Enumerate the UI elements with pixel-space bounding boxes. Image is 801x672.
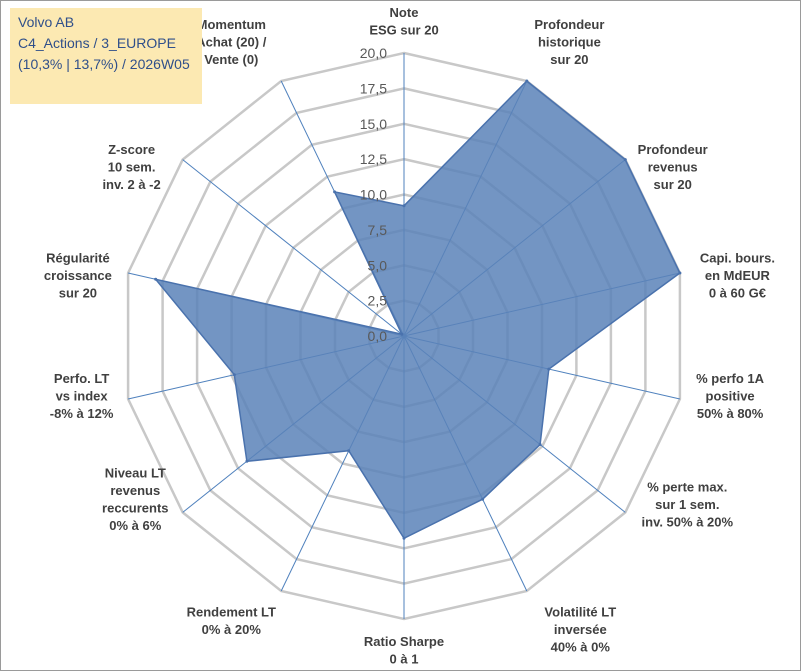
axis-label-line: 40% à 0% [551, 640, 611, 655]
axis-label: Profondeur revenus sur 20 [638, 142, 708, 192]
axis-label-line: sur 1 sem. [655, 497, 719, 512]
axis-label-line: Régularité [46, 251, 110, 266]
axis-label-line: revenus [110, 483, 160, 498]
company-name: Volvo AB [18, 14, 75, 30]
data-point [678, 271, 682, 275]
axis-label-line: vs index [56, 389, 109, 404]
axis-label: % perte max. sur 1 sem. inv. 50% à 20% [642, 480, 734, 530]
axis-label: Z-score 10 sem. inv. 2 à -2 [102, 142, 160, 192]
data-point [400, 332, 404, 336]
axis-label-line: 50% à 80% [697, 406, 764, 421]
axis-label-line: Ratio Sharpe [364, 634, 444, 649]
axis-label-line: inv. 2 à -2 [102, 177, 160, 192]
tick-label: 15,0 [360, 116, 387, 132]
data-point [333, 190, 337, 194]
axis-spoke [182, 159, 405, 337]
axis-label: Ratio Sharpe 0 à 1 [364, 634, 444, 667]
details-label: (10,3% | 13,7%) / 2026W05 [18, 56, 190, 72]
axis-label-line: Achat (20) / [196, 34, 266, 49]
axis-label-line: Profondeur [534, 17, 604, 32]
data-point [245, 459, 249, 463]
axis-label-line: % perfo 1A [696, 371, 765, 386]
tick-label: 10,0 [360, 187, 387, 203]
axis-label-line: 0 à 60 G€ [709, 286, 766, 301]
axis-label: Momentum Achat (20) / Vente (0) [196, 17, 266, 67]
axis-label-line: ESG sur 20 [369, 23, 438, 38]
title-box: Volvo AB C4_Actions / 3_EUROPE (10,3% | … [10, 8, 202, 104]
tick-label: 12,5 [360, 151, 387, 167]
axis-label-line: 0% à 20% [202, 622, 262, 637]
axis-label-line: en MdEUR [705, 268, 771, 283]
data-point [402, 536, 406, 540]
axis-label: % perfo 1A positive 50% à 80% [696, 371, 765, 421]
axis-label: Régularité croissance sur 20 [44, 251, 112, 301]
axis-label-line: Z-score [108, 142, 155, 157]
axis-label: Perfo. LT vs index -8% à 12% [50, 371, 114, 421]
data-area [153, 79, 681, 540]
data-point [547, 367, 551, 371]
tick-label: 7,5 [368, 222, 388, 238]
axis-label-line: Profondeur [638, 142, 708, 157]
axis-label-line: % perte max. [647, 480, 727, 495]
axis-label-line: croissance [44, 268, 112, 283]
axis-label: Profondeur historique sur 20 [534, 17, 604, 67]
data-point [538, 443, 542, 446]
axis-label-line: 0% à 6% [109, 518, 161, 533]
tick-label: 17,5 [360, 80, 387, 96]
axis-label-line: 0 à 1 [390, 652, 419, 667]
axis-label: Volatilité LT inversée 40% à 0% [544, 605, 616, 655]
axis-label-line: Capi. bours. [700, 251, 775, 266]
axis-label-line: positive [706, 389, 755, 404]
data-point [154, 277, 158, 281]
category-label: C4_Actions / 3_EUROPE [18, 35, 176, 51]
axis-label-line: Momentum [197, 17, 266, 32]
tick-label: 20,0 [360, 45, 387, 61]
axis-label-line: -8% à 12% [50, 406, 114, 421]
tick-label: 2,5 [368, 293, 388, 309]
axis-label-line: Perfo. LT [54, 371, 109, 386]
data-point [525, 79, 529, 83]
axis-label-line: inversée [554, 622, 607, 637]
axis-label-line: Note [390, 5, 419, 20]
axis-label-line: Rendement LT [187, 605, 276, 620]
axis-label-line: Volatilité LT [544, 605, 616, 620]
data-point [481, 497, 485, 501]
data-point [402, 204, 406, 208]
axis-label: Niveau LT revenus reccurents 0% à 6% [102, 465, 168, 533]
axis-label: Note ESG sur 20 [369, 5, 438, 38]
axis-label-line: Niveau LT [105, 465, 166, 480]
axis-label-line: Vente (0) [204, 52, 258, 67]
axis-label-line: revenus [648, 159, 698, 174]
axis-label: Rendement LT 0% à 20% [187, 605, 276, 638]
axis-label-line: sur 20 [59, 286, 97, 301]
tick-label: 0,0 [368, 328, 388, 344]
axis-label-line: reccurents [102, 500, 168, 515]
axis-label-line: sur 20 [654, 177, 692, 192]
data-point [232, 373, 236, 377]
axis-label-line: historique [538, 34, 601, 49]
axis-label-line: sur 20 [550, 52, 588, 67]
data-point [623, 158, 627, 162]
tick-label: 5,0 [368, 257, 388, 273]
axis-label-line: 10 sem. [108, 159, 156, 174]
axis-label-line: inv. 50% à 20% [642, 515, 734, 530]
data-point [347, 449, 351, 453]
axis-label: Capi. bours. en MdEUR 0 à 60 G€ [700, 251, 775, 301]
